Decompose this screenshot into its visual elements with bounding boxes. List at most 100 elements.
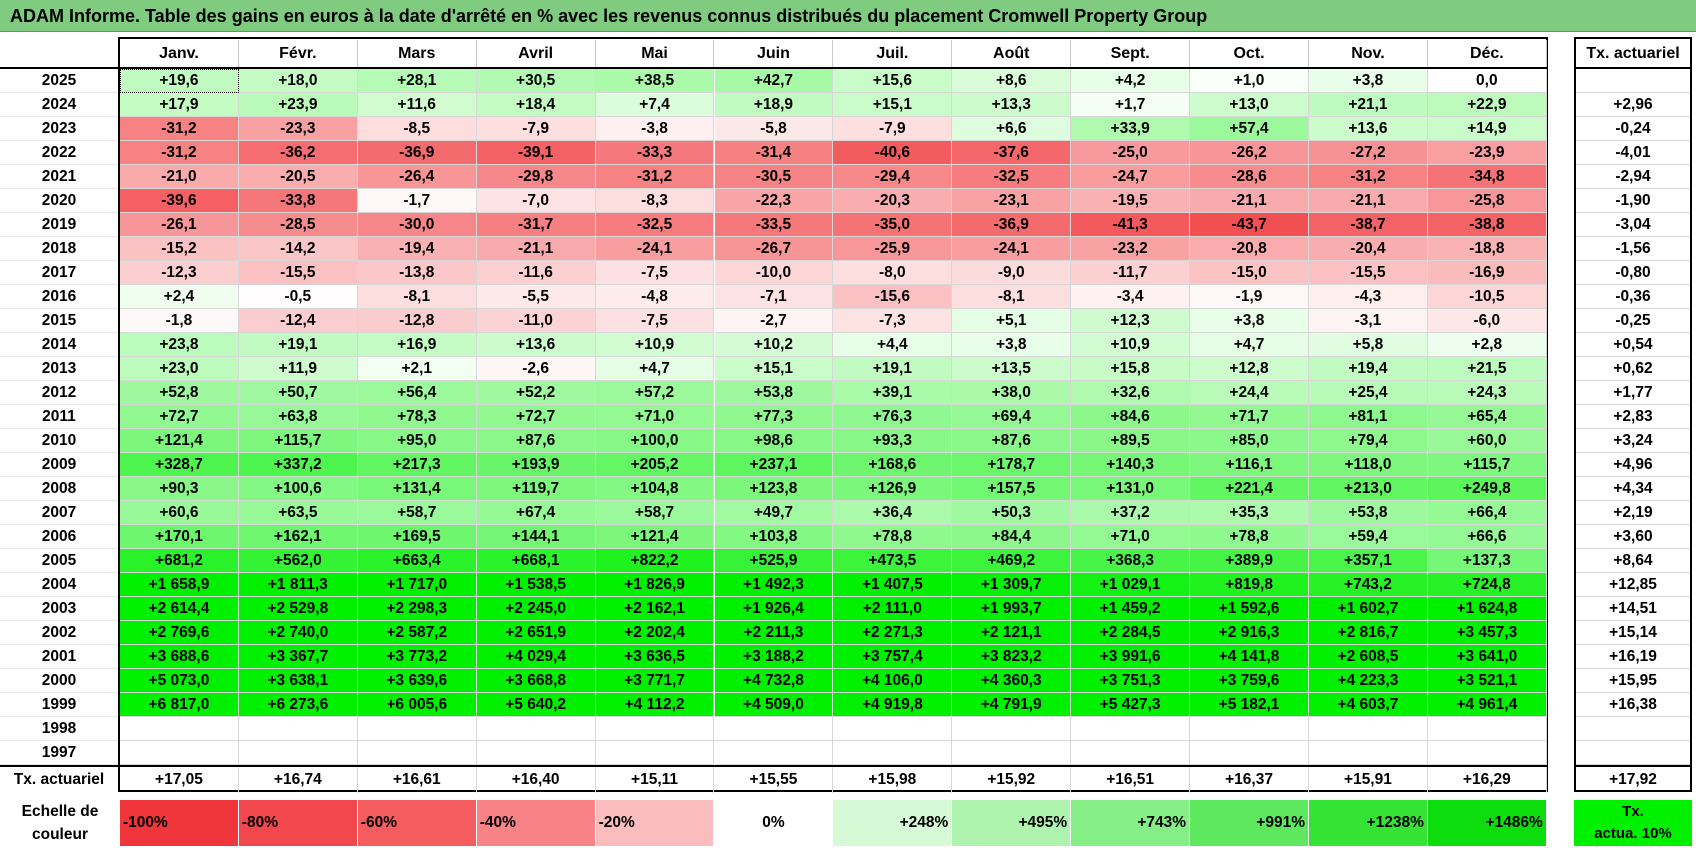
table-cell[interactable]: -8,1 bbox=[357, 285, 477, 309]
table-cell[interactable]: +69,4 bbox=[952, 405, 1072, 429]
table-cell[interactable]: +13,5 bbox=[952, 357, 1072, 381]
table-cell[interactable]: +126,9 bbox=[833, 477, 953, 501]
table-cell[interactable]: +5 182,1 bbox=[1190, 693, 1309, 717]
table-cell[interactable]: +81,1 bbox=[1309, 405, 1428, 429]
table-cell[interactable]: +37,2 bbox=[1071, 501, 1191, 525]
table-cell[interactable] bbox=[952, 717, 1072, 741]
table-cell[interactable]: +6,6 bbox=[952, 117, 1072, 141]
table-cell[interactable]: +6 005,6 bbox=[357, 693, 477, 717]
table-cell[interactable]: +60,0 bbox=[1427, 429, 1547, 453]
table-cell[interactable]: +24,3 bbox=[1427, 381, 1547, 405]
table-cell[interactable]: -32,5 bbox=[952, 165, 1072, 189]
table-cell[interactable]: -1,7 bbox=[357, 189, 477, 213]
table-cell[interactable]: +663,4 bbox=[357, 549, 477, 573]
table-cell[interactable]: +681,2 bbox=[120, 549, 239, 573]
table-cell[interactable]: -6,0 bbox=[1427, 309, 1547, 333]
table-cell[interactable]: -20,5 bbox=[238, 165, 358, 189]
table-cell[interactable] bbox=[1309, 741, 1428, 765]
table-cell[interactable]: -8,5 bbox=[357, 117, 477, 141]
table-cell[interactable]: +3 638,1 bbox=[238, 669, 358, 693]
table-cell[interactable]: +38,0 bbox=[952, 381, 1072, 405]
table-cell[interactable]: +3 457,3 bbox=[1427, 621, 1547, 645]
table-cell[interactable]: +1 592,6 bbox=[1190, 597, 1309, 621]
table-cell[interactable]: +115,7 bbox=[238, 429, 358, 453]
table-cell[interactable]: -23,1 bbox=[952, 189, 1072, 213]
table-cell[interactable]: +90,3 bbox=[120, 477, 239, 501]
table-cell[interactable]: -33,8 bbox=[238, 189, 358, 213]
table-cell[interactable] bbox=[120, 717, 239, 741]
table-cell[interactable]: +8,6 bbox=[952, 69, 1072, 93]
table-cell[interactable] bbox=[833, 717, 953, 741]
table-cell[interactable]: +3 751,3 bbox=[1071, 669, 1191, 693]
table-cell[interactable]: +23,0 bbox=[120, 357, 239, 381]
table-cell[interactable]: +3 991,6 bbox=[1071, 645, 1191, 669]
table-cell[interactable]: -27,2 bbox=[1309, 141, 1428, 165]
table-cell[interactable]: +1 658,9 bbox=[120, 573, 239, 597]
table-cell[interactable]: +4 961,4 bbox=[1427, 693, 1547, 717]
table-cell[interactable]: -3,8 bbox=[595, 117, 715, 141]
table-cell[interactable]: +1,7 bbox=[1071, 93, 1191, 117]
table-cell[interactable]: +121,4 bbox=[595, 525, 715, 549]
table-cell[interactable]: +4 791,9 bbox=[952, 693, 1072, 717]
table-cell[interactable]: +23,9 bbox=[238, 93, 358, 117]
table-cell[interactable]: +4,7 bbox=[1190, 333, 1309, 357]
table-cell[interactable]: -39,6 bbox=[120, 189, 239, 213]
table-cell[interactable]: +87,6 bbox=[952, 429, 1072, 453]
table-cell[interactable]: -26,1 bbox=[120, 213, 239, 237]
table-cell[interactable]: +72,7 bbox=[120, 405, 239, 429]
table-cell[interactable]: -12,3 bbox=[120, 261, 239, 285]
table-cell[interactable]: +12,8 bbox=[1190, 357, 1309, 381]
table-cell[interactable]: +50,7 bbox=[238, 381, 358, 405]
table-cell[interactable] bbox=[357, 717, 477, 741]
table-cell[interactable]: +38,5 bbox=[595, 69, 715, 93]
table-cell[interactable]: +3 367,7 bbox=[238, 645, 358, 669]
table-cell[interactable]: -18,8 bbox=[1427, 237, 1547, 261]
table-cell[interactable]: +78,8 bbox=[1190, 525, 1309, 549]
table-cell[interactable]: -16,9 bbox=[1427, 261, 1547, 285]
table-cell[interactable]: +63,5 bbox=[238, 501, 358, 525]
table-cell[interactable] bbox=[595, 717, 715, 741]
table-cell[interactable]: +116,1 bbox=[1190, 453, 1309, 477]
table-cell[interactable]: +4 029,4 bbox=[476, 645, 596, 669]
table-cell[interactable]: +2 284,5 bbox=[1071, 621, 1191, 645]
table-cell[interactable]: +819,8 bbox=[1190, 573, 1309, 597]
table-cell[interactable]: +66,6 bbox=[1427, 525, 1547, 549]
table-cell[interactable]: +2 614,4 bbox=[120, 597, 239, 621]
table-cell[interactable]: +168,6 bbox=[833, 453, 953, 477]
table-cell[interactable]: -8,0 bbox=[833, 261, 953, 285]
table-cell[interactable]: +13,0 bbox=[1190, 93, 1309, 117]
table-cell[interactable]: +144,1 bbox=[476, 525, 596, 549]
table-cell[interactable]: +1 826,9 bbox=[595, 573, 715, 597]
table-cell[interactable]: +5,8 bbox=[1309, 333, 1428, 357]
table-cell[interactable]: +2 202,4 bbox=[595, 621, 715, 645]
table-cell[interactable]: +2 211,3 bbox=[714, 621, 834, 645]
table-cell[interactable]: -26,7 bbox=[714, 237, 834, 261]
table-cell[interactable]: +4 141,8 bbox=[1190, 645, 1309, 669]
table-cell[interactable]: -7,0 bbox=[476, 189, 596, 213]
table-cell[interactable]: +4 106,0 bbox=[833, 669, 953, 693]
table-cell[interactable] bbox=[120, 741, 239, 765]
table-cell[interactable]: +724,8 bbox=[1427, 573, 1547, 597]
table-cell[interactable]: +357,1 bbox=[1309, 549, 1428, 573]
table-cell[interactable]: +221,4 bbox=[1190, 477, 1309, 501]
table-cell[interactable]: +13,6 bbox=[1309, 117, 1428, 141]
table-cell[interactable]: -21,1 bbox=[1309, 189, 1428, 213]
table-cell[interactable]: +67,4 bbox=[476, 501, 596, 525]
table-cell[interactable]: +71,0 bbox=[1071, 525, 1191, 549]
table-cell[interactable]: +5,1 bbox=[952, 309, 1072, 333]
table-cell[interactable]: +668,1 bbox=[476, 549, 596, 573]
table-cell[interactable]: +743,2 bbox=[1309, 573, 1428, 597]
table-cell[interactable]: -24,1 bbox=[595, 237, 715, 261]
table-cell[interactable]: -36,9 bbox=[357, 141, 477, 165]
table-cell[interactable]: +3 773,2 bbox=[357, 645, 477, 669]
table-cell[interactable]: -33,5 bbox=[714, 213, 834, 237]
table-cell[interactable] bbox=[1309, 717, 1428, 741]
table-cell[interactable]: +3,8 bbox=[1309, 69, 1428, 93]
table-cell[interactable]: +65,4 bbox=[1427, 405, 1547, 429]
table-cell[interactable]: +137,3 bbox=[1427, 549, 1547, 573]
table-cell[interactable]: +10,9 bbox=[595, 333, 715, 357]
table-cell[interactable]: +469,2 bbox=[952, 549, 1072, 573]
table-cell[interactable] bbox=[238, 717, 358, 741]
table-cell[interactable]: +52,8 bbox=[120, 381, 239, 405]
table-cell[interactable]: +100,6 bbox=[238, 477, 358, 501]
